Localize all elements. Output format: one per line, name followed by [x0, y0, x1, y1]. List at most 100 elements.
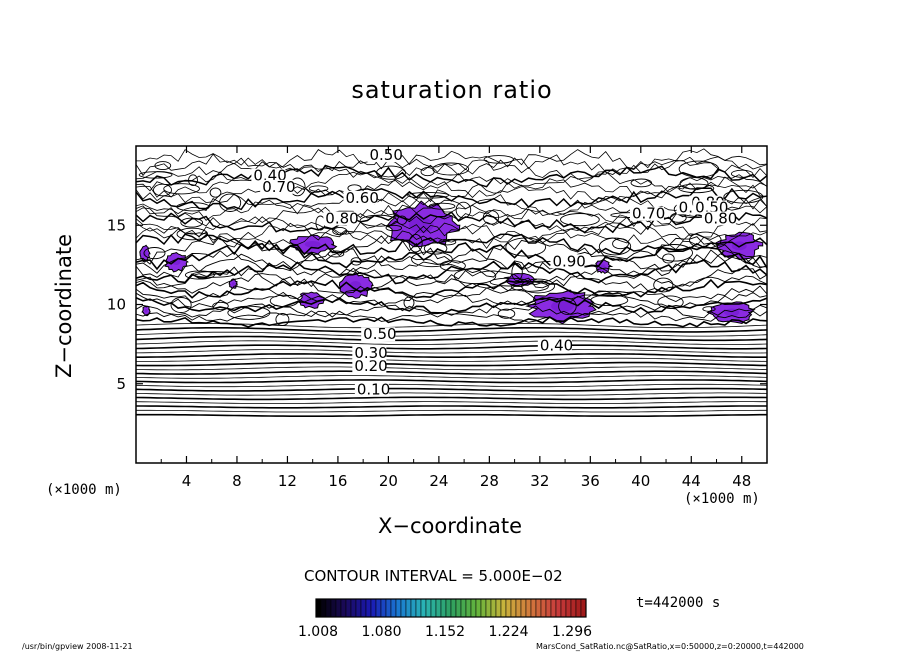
contour-line [136, 316, 767, 328]
time-label: t=442000 s [636, 595, 721, 611]
colorbar-swatch [410, 598, 417, 618]
colorbar-swatch [370, 598, 377, 618]
contour-line [136, 344, 767, 350]
contour-eddy [275, 313, 290, 326]
contour-eddy [176, 227, 209, 241]
colorbar-tick-label: 1.224 [488, 624, 528, 640]
supersaturated-core [408, 217, 434, 234]
contour-eddy [219, 193, 242, 212]
colorbar-swatch [575, 598, 582, 618]
colorbar-swatch [320, 598, 327, 618]
x-tick-label: 20 [379, 472, 398, 490]
contour-label-bg [323, 211, 358, 226]
contour-label-bg [343, 190, 378, 205]
contour-eddy [453, 268, 497, 285]
contour-eddy [630, 178, 653, 188]
contour-eddy [269, 294, 299, 308]
contour-line [136, 335, 767, 342]
supersaturated-core [304, 240, 321, 248]
colorbar-swatch [515, 598, 522, 618]
contour-eddy [408, 233, 423, 253]
x-tick-label: 4 [182, 472, 192, 490]
contour-eddy [153, 183, 172, 197]
colorbar-swatch [430, 598, 437, 618]
contour-eddy [188, 174, 198, 187]
x-tick-label: 24 [429, 472, 448, 490]
contour-eddy [163, 183, 200, 195]
contour-line [136, 366, 767, 371]
contour-line [136, 357, 767, 362]
contour-line [136, 193, 767, 216]
contour-eddy [403, 296, 415, 309]
colorbar-tick-label: 1.152 [425, 624, 465, 640]
contour-label-bg [352, 346, 387, 361]
contour-eddy [678, 183, 715, 194]
colorbar-swatch [460, 598, 467, 618]
colorbar-swatch [360, 598, 367, 618]
colorbar-swatch [350, 598, 357, 618]
contour-eddy [560, 213, 600, 227]
contour-label: 0.70 [632, 205, 665, 223]
contour-line [136, 221, 767, 245]
colorbar-swatch [455, 598, 462, 618]
contour-eddy [590, 294, 629, 307]
chart-title: saturation ratio [351, 76, 553, 104]
contour-label-bg [260, 179, 295, 194]
colorbar-swatch [510, 598, 517, 618]
contour-label: 0.30 [354, 344, 387, 362]
contour-eddy [308, 185, 329, 192]
contour-eddy [407, 191, 450, 199]
colorbar-swatch [490, 598, 497, 618]
x-axis-label: X−coordinate [378, 514, 522, 538]
x-tick-label: 48 [732, 472, 751, 490]
colorbar-swatch [520, 598, 527, 618]
colorbar-swatch [355, 598, 362, 618]
colorbar-swatch [335, 598, 342, 618]
contour-eddy [679, 177, 709, 190]
contour-line [136, 361, 767, 367]
contour-label-bg [352, 358, 387, 373]
colorbar-swatch [390, 598, 397, 618]
colorbar-swatch [565, 598, 572, 618]
colorbar-tick-label: 1.080 [361, 624, 401, 640]
contour-eddy [411, 251, 453, 268]
colorbar-swatch [555, 598, 562, 618]
contour-eddy [439, 260, 466, 272]
contour-line [136, 310, 767, 323]
contour-eddy [385, 224, 403, 232]
colorbar-swatch [375, 598, 382, 618]
contour-line [136, 205, 767, 228]
contour-label: 0.50 [363, 325, 396, 343]
contour-line [136, 259, 767, 285]
colorbar-swatch [485, 598, 492, 618]
contour-line [136, 181, 767, 205]
contour-eddy [678, 160, 720, 178]
colorbar-swatch [385, 598, 392, 618]
contour-eddy [192, 271, 235, 278]
colorbar-swatch [525, 598, 532, 618]
colorbar-swatch [325, 598, 332, 618]
contour-eddy [420, 167, 435, 177]
contour-eddy [510, 281, 549, 292]
x-tick-label: 8 [232, 472, 242, 490]
contour-eddy [612, 238, 629, 250]
x-tick-label: 36 [581, 472, 600, 490]
x-tick-label: 40 [631, 472, 650, 490]
supersaturated-core [144, 309, 148, 313]
contour-label: 0.80 [325, 209, 358, 227]
colorbar-swatch [405, 598, 412, 618]
contour-eddy [592, 290, 630, 297]
contour-eddy [432, 162, 470, 176]
contour-line [136, 164, 767, 188]
colorbar-swatch [470, 598, 477, 618]
contour-label-bg [354, 382, 389, 397]
contour-eddy [702, 306, 716, 312]
contour-line [136, 392, 767, 396]
contour-eddy [209, 187, 222, 198]
contour-eddy [489, 277, 529, 287]
contour-eddy [438, 238, 457, 246]
supersaturated-core [551, 300, 575, 312]
contour-line [136, 409, 767, 413]
contour-label: 0.20 [354, 357, 387, 375]
